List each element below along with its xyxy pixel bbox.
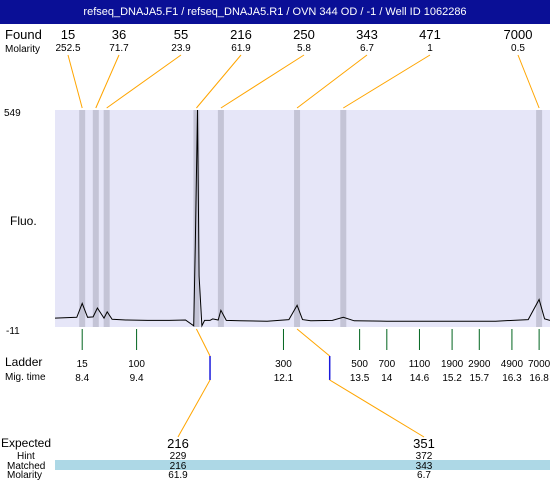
ladder-size-label: 700 [378, 359, 395, 370]
expected-molarity-label: 61.9 [168, 470, 188, 480]
found-connector-line [196, 54, 242, 109]
ladder-label: Ladder [5, 355, 42, 369]
found-molarity-label: 23.9 [171, 43, 191, 54]
found-molarity-label: 71.7 [109, 43, 129, 54]
mig-time-label: Mig. time [5, 372, 46, 383]
found-peak-band [79, 110, 86, 327]
ladder-size-label: 500 [351, 359, 368, 370]
ladder-time-label: 14 [381, 373, 393, 384]
ladder-time-label: 15.7 [470, 373, 490, 384]
found-size-label: 343 [356, 27, 378, 42]
hint-label: Hint [17, 451, 35, 462]
window-title: refseq_DNAJA5.F1 / refseq_DNAJA5.R1 / OV… [0, 0, 550, 24]
expected-hint-label: 372 [416, 451, 433, 462]
fluo-label: Fluo. [10, 214, 37, 228]
ladder-size-label: 4900 [501, 359, 524, 370]
expected-connector-upper [296, 328, 331, 357]
found-size-label: 7000 [504, 27, 533, 42]
ladder-size-label: 1100 [409, 359, 431, 370]
ladder-time-label: 15.2 [442, 373, 462, 384]
ladder-time-label: 14.6 [410, 373, 430, 384]
molarity-label: Molarity [5, 44, 40, 55]
found-connector-line [95, 54, 120, 109]
found-peak-band [193, 110, 200, 327]
ladder-time-label: 8.4 [75, 373, 89, 384]
ladder-size-label: 300 [275, 359, 292, 370]
found-size-label: 216 [230, 27, 252, 42]
ladder-time-label: 13.5 [350, 373, 370, 384]
expected-size-label: 351 [413, 436, 435, 451]
expected-matched-label: 343 [416, 461, 433, 472]
found-size-label: 36 [112, 27, 126, 42]
ladder-time-label: 16.3 [502, 373, 522, 384]
expected-size-label: 216 [167, 436, 189, 451]
expected-label: Expected [1, 436, 51, 450]
found-connector-line [517, 54, 540, 109]
fluorescence-trace [54, 109, 550, 328]
matched-label: Matched [7, 461, 45, 472]
ladder-size-label: 1900 [441, 359, 464, 370]
found-size-label: 250 [293, 27, 315, 42]
found-connector-line [106, 54, 182, 109]
y-tick-min: -11 [6, 326, 20, 337]
found-connector-line [67, 54, 83, 109]
ladder-size-label: 2900 [468, 359, 491, 370]
matched-row-bg [55, 460, 550, 470]
expected-connector-lower [329, 379, 425, 438]
found-peak-band [92, 110, 99, 327]
ladder-size-label: 7000 [528, 359, 550, 370]
found-molarity-label: 1 [427, 43, 433, 54]
found-molarity-label: 252.5 [55, 43, 80, 54]
expected-connector-upper [195, 328, 211, 357]
found-peak-band [340, 110, 347, 327]
found-size-label: 55 [174, 27, 188, 42]
found-size-label: 471 [419, 27, 441, 42]
found-connector-line [296, 54, 368, 109]
plot-area [55, 110, 550, 327]
found-molarity-label: 5.8 [297, 43, 311, 54]
ladder-size-label: 15 [77, 359, 89, 370]
found-molarity-label: 61.9 [231, 43, 251, 54]
ladder-time-label: 12.1 [274, 373, 294, 384]
found-connector-line [220, 54, 305, 109]
expected-matched-label: 216 [170, 461, 187, 472]
found-peak-band [103, 110, 110, 327]
found-molarity-label: 0.5 [511, 43, 525, 54]
found-label: Found [5, 27, 42, 42]
found-peak-band [536, 110, 543, 327]
expected-molarity-label: 6.7 [417, 470, 431, 480]
found-molarity-label: 6.7 [360, 43, 374, 54]
ladder-size-label: 100 [128, 359, 145, 370]
ladder-time-label: 16.8 [529, 373, 549, 384]
y-tick-max: 549 [4, 108, 21, 119]
found-peak-band [217, 110, 224, 327]
ladder-time-label: 9.4 [130, 373, 144, 384]
found-peak-band [294, 110, 301, 327]
expected-hint-label: 229 [170, 451, 187, 462]
molarity-bottom-label: Molarity [7, 470, 42, 480]
found-size-label: 15 [61, 27, 75, 42]
expected-connector-lower [177, 379, 211, 438]
found-connector-line [343, 54, 431, 109]
